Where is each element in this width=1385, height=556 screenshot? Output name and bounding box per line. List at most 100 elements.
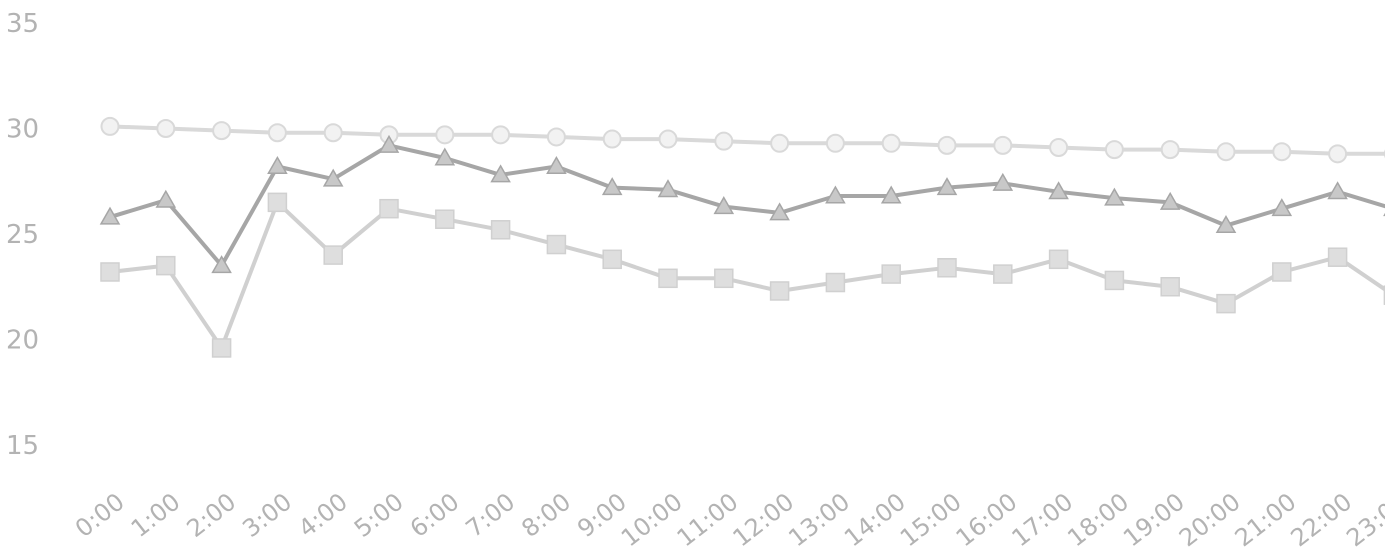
data-point-circle: [1272, 142, 1292, 162]
data-point-circle: [1104, 140, 1124, 160]
data-point-triangle: [267, 155, 288, 174]
data-point-square: [658, 268, 678, 289]
data-point-triangle: [825, 185, 846, 204]
data-point-square: [546, 234, 567, 255]
data-point-circle: [714, 131, 734, 151]
data-point-triangle: [1327, 181, 1348, 200]
x-tick-label: 19:00: [1118, 488, 1190, 553]
data-point-square: [490, 220, 511, 240]
data-point-circle: [937, 135, 957, 155]
data-point-triangle: [211, 255, 232, 274]
x-tick-label: 20:00: [1174, 488, 1246, 553]
x-tick-label: 16:00: [951, 488, 1023, 553]
data-point-triangle: [1048, 181, 1069, 200]
data-point-triangle: [1104, 187, 1125, 206]
data-point-triangle: [1215, 215, 1237, 234]
x-tick-label: 18:00: [1062, 488, 1134, 553]
data-point-square: [937, 258, 957, 278]
data-point-circle: [156, 119, 176, 138]
data-point-square: [825, 272, 846, 293]
x-tick-label: 8:00: [516, 488, 576, 543]
data-point-circle: [1328, 144, 1348, 164]
x-tick-label: 3:00: [237, 488, 297, 543]
data-point-triangle: [434, 147, 456, 166]
x-tick-label: 10:00: [616, 488, 688, 553]
data-point-circle: [881, 133, 901, 153]
data-point-square: [1048, 249, 1069, 270]
x-tick-label: 17:00: [1007, 488, 1079, 553]
y-axis: 15 20 25 30 35: [6, 9, 39, 461]
series-line: [109, 124, 1385, 156]
y-tick-label: 35: [6, 9, 39, 39]
series-layer: [99, 116, 1385, 358]
data-point-square: [993, 264, 1013, 284]
x-tick-label: 13:00: [783, 488, 855, 553]
data-point-square: [156, 255, 176, 276]
data-point-circle: [323, 123, 343, 143]
x-tick-label: 23:00: [1341, 488, 1385, 553]
x-tick-label: 6:00: [405, 488, 465, 543]
series-triangle: [99, 134, 1385, 274]
data-point-triangle: [546, 155, 567, 174]
x-tick-label: 4:00: [293, 488, 353, 543]
data-point-circle: [993, 135, 1013, 155]
data-point-triangle: [769, 202, 790, 221]
data-point-square: [714, 268, 734, 289]
data-point-triangle: [322, 168, 344, 187]
x-tick-label: 14:00: [839, 488, 911, 553]
data-point-square: [435, 209, 455, 229]
data-point-triangle: [490, 164, 511, 183]
y-tick-label: 15: [6, 431, 39, 461]
data-point-circle: [212, 121, 232, 141]
data-point-square: [1327, 247, 1348, 267]
x-tick-label: 11:00: [672, 488, 744, 553]
data-point-square: [379, 198, 399, 219]
data-point-triangle: [992, 172, 1014, 191]
x-tick-label: 21:00: [1230, 488, 1302, 553]
data-point-triangle: [1159, 191, 1181, 210]
data-point-circle: [770, 133, 790, 153]
data-point-circle: [602, 129, 622, 149]
data-point-circle: [658, 129, 678, 149]
data-point-square: [602, 249, 622, 270]
x-axis: 0:001:002:003:004:005:006:007:008:009:00…: [70, 488, 1385, 553]
data-point-square: [323, 245, 343, 265]
y-tick-label: 20: [6, 326, 39, 356]
data-point-triangle: [155, 189, 177, 208]
data-point-circle: [491, 125, 511, 145]
data-point-triangle: [713, 196, 735, 215]
data-point-triangle: [1271, 198, 1293, 217]
data-point-triangle: [601, 177, 623, 196]
y-tick-label: 25: [6, 220, 39, 250]
data-point-triangle: [657, 179, 679, 198]
data-point-circle: [825, 133, 845, 153]
data-point-square: [1272, 262, 1292, 282]
data-point-triangle: [936, 177, 958, 196]
data-point-square: [1216, 293, 1236, 314]
data-point-square: [1104, 270, 1125, 291]
data-point-circle: [100, 116, 120, 136]
x-tick-label: 0:00: [70, 488, 130, 543]
data-point-square: [1160, 277, 1180, 297]
data-point-circle: [1160, 140, 1180, 160]
data-point-circle: [1049, 137, 1069, 157]
x-tick-label: 15:00: [895, 488, 967, 553]
x-tick-label: 2:00: [182, 488, 242, 543]
data-point-square: [769, 281, 790, 301]
series-line: [109, 200, 1385, 350]
x-tick-label: 1:00: [126, 488, 186, 543]
data-point-square: [881, 264, 901, 284]
series-line: [109, 143, 1385, 268]
x-tick-label: 22:00: [1286, 488, 1358, 553]
data-point-circle: [267, 123, 287, 143]
x-tick-label: 12:00: [728, 488, 800, 553]
series-square: [100, 192, 1385, 358]
data-point-square: [267, 192, 288, 213]
data-point-square: [100, 262, 120, 282]
data-point-triangle: [99, 206, 121, 225]
x-tick-label: 7:00: [461, 488, 521, 543]
x-tick-label: 5:00: [349, 488, 409, 543]
data-point-circle: [435, 125, 455, 145]
